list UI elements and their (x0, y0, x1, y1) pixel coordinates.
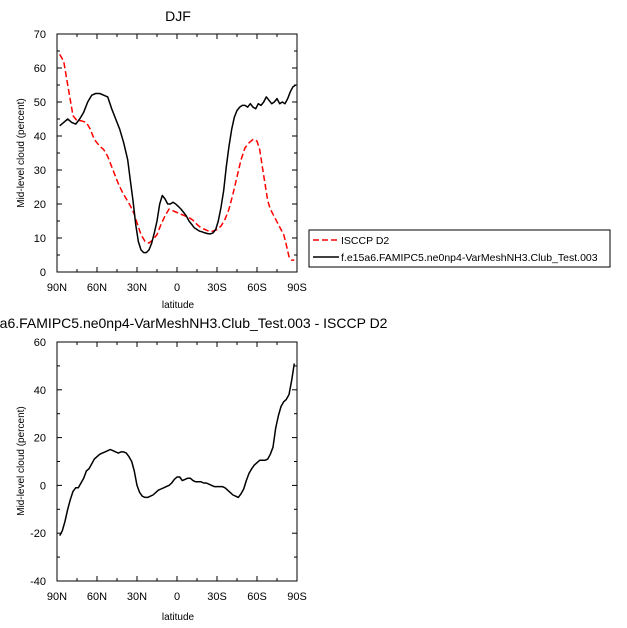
top-chart-x-tick-label: 90N (47, 282, 67, 294)
bottom-chart-y-tick-label: 20 (34, 433, 46, 445)
bottom-chart-y-tick-label: -40 (30, 576, 46, 588)
bottom-chart-plot-area: 90N 60N 30N 0 30S 60S 90S -40 -20 0 20 40 60 (30, 337, 307, 603)
top-chart-frame (56, 33, 298, 273)
top-chart-y-axis-label: Mid-level cloud (percent) (16, 98, 27, 208)
top-chart-x-tick-label: 90S (287, 282, 307, 294)
bottom-chart-y-tick-label: -20 (30, 528, 46, 540)
top-chart-y-tick-label: 60 (34, 63, 46, 75)
legend-label-model: f.e15a6.FAMIPC5.ne0np4-VarMeshNH3.Club_T… (341, 252, 598, 264)
bottom-chart-title: f.e15a6.FAMIPC5.ne0np4-VarMeshNH3.Club_T… (0, 315, 388, 331)
top-chart-y-tick-label: 70 (34, 29, 46, 41)
top-chart: DJF 90N 60N 30N 0 30S 60S 90S 0 10 20 30 40 50 60 70 l… (16, 8, 611, 311)
top-chart-x-axis-label: latitude (162, 300, 195, 311)
top-chart-series-line-1 (59, 84, 297, 254)
top-chart-y-tick-label: 10 (34, 233, 46, 245)
top-chart-x-tick-label: 30N (127, 282, 147, 294)
top-chart-title: DJF (165, 8, 191, 24)
bottom-chart-x-tick-label: 60N (87, 591, 107, 603)
top-chart-y-tick-label: 30 (34, 165, 46, 177)
top-chart-y-tick-label: 20 (34, 199, 46, 211)
top-chart-x-tick-label: 30S (207, 282, 227, 294)
bottom-chart-series-line-0 (59, 363, 296, 536)
bottom-chart-y-tick-label: 40 (34, 385, 46, 397)
bottom-chart-x-axis-label: latitude (162, 612, 195, 623)
top-chart-x-tick-label: 0 (174, 282, 180, 294)
top-chart-x-tick-label: 60S (247, 282, 267, 294)
top-chart-series-line-0 (59, 54, 295, 261)
top-chart-y-tick-label: 40 (34, 131, 46, 143)
bottom-chart-x-tick-label: 30N (127, 591, 147, 603)
top-chart-legend: ISCCP D2 f.e15a6.FAMIPC5.ne0np4-VarMeshN… (308, 229, 611, 268)
legend-box (308, 229, 611, 268)
bottom-chart: f.e15a6.FAMIPC5.ne0np4-VarMeshNH3.Club_T… (0, 315, 388, 623)
bottom-chart-x-tick-label: 0 (174, 591, 180, 603)
top-chart-y-tick-label: 50 (34, 97, 46, 109)
bottom-chart-x-tick-label: 90S (287, 591, 307, 603)
bottom-chart-y-tick-label: 60 (34, 337, 46, 349)
top-chart-y-tick-label: 0 (40, 267, 46, 279)
legend-label-isccp-d2: ISCCP D2 (341, 235, 389, 247)
top-chart-x-tick-label: 60N (87, 282, 107, 294)
bottom-chart-x-tick-label: 60S (247, 591, 267, 603)
bottom-chart-x-tick-label: 90N (47, 591, 67, 603)
bottom-chart-y-tick-label: 0 (40, 480, 46, 492)
top-chart-plot-area: 90N 60N 30N 0 30S 60S 90S 0 10 20 30 40 50 60 70 (34, 29, 307, 294)
bottom-chart-x-tick-label: 30S (207, 591, 227, 603)
bottom-chart-y-axis-label: Mid-level cloud (percent) (16, 406, 27, 516)
